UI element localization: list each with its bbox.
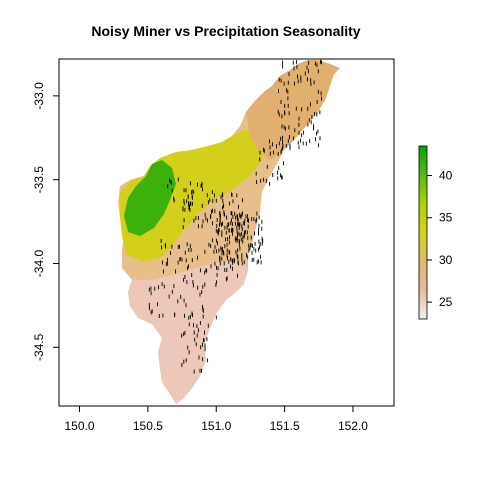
plot-frame	[58, 58, 395, 407]
y-tick-label: -34.5	[32, 333, 46, 361]
x-tick-label: 151.5	[270, 419, 300, 433]
raster-zone-green	[124, 160, 176, 236]
raster-zone-tan	[246, 60, 340, 160]
legend-tick-label: 30	[439, 253, 453, 267]
legend-ticks: 25 30 35 40	[427, 169, 453, 309]
y-tick-label: -34.0	[32, 250, 46, 278]
y-tick-label: -33.0	[32, 82, 46, 110]
x-tick-label: 151.0	[201, 419, 231, 433]
chart-title: Noisy Miner vs Precipitation Seasonality	[91, 23, 360, 39]
legend-tick-label: 25	[439, 295, 453, 309]
color-legend: 25 30 35 40	[418, 145, 453, 320]
x-tick-label: 150.5	[133, 419, 163, 433]
x-tick-label: 152.0	[338, 419, 368, 433]
legend-tick-label: 35	[439, 211, 453, 225]
x-axis: 150.0 150.5 151.0 151.5 152.0	[64, 406, 368, 433]
y-tick-label: -33.5	[32, 166, 46, 194]
x-tick-label: 150.0	[64, 419, 94, 433]
legend-tick-label: 40	[439, 169, 453, 183]
legend-colorbar	[418, 145, 428, 320]
raster-zone-pink	[128, 262, 248, 404]
raster-layer	[118, 59, 340, 404]
y-axis: -33.0 -33.5 -34.0 -34.5	[32, 82, 59, 361]
observation-points	[148, 59, 323, 374]
